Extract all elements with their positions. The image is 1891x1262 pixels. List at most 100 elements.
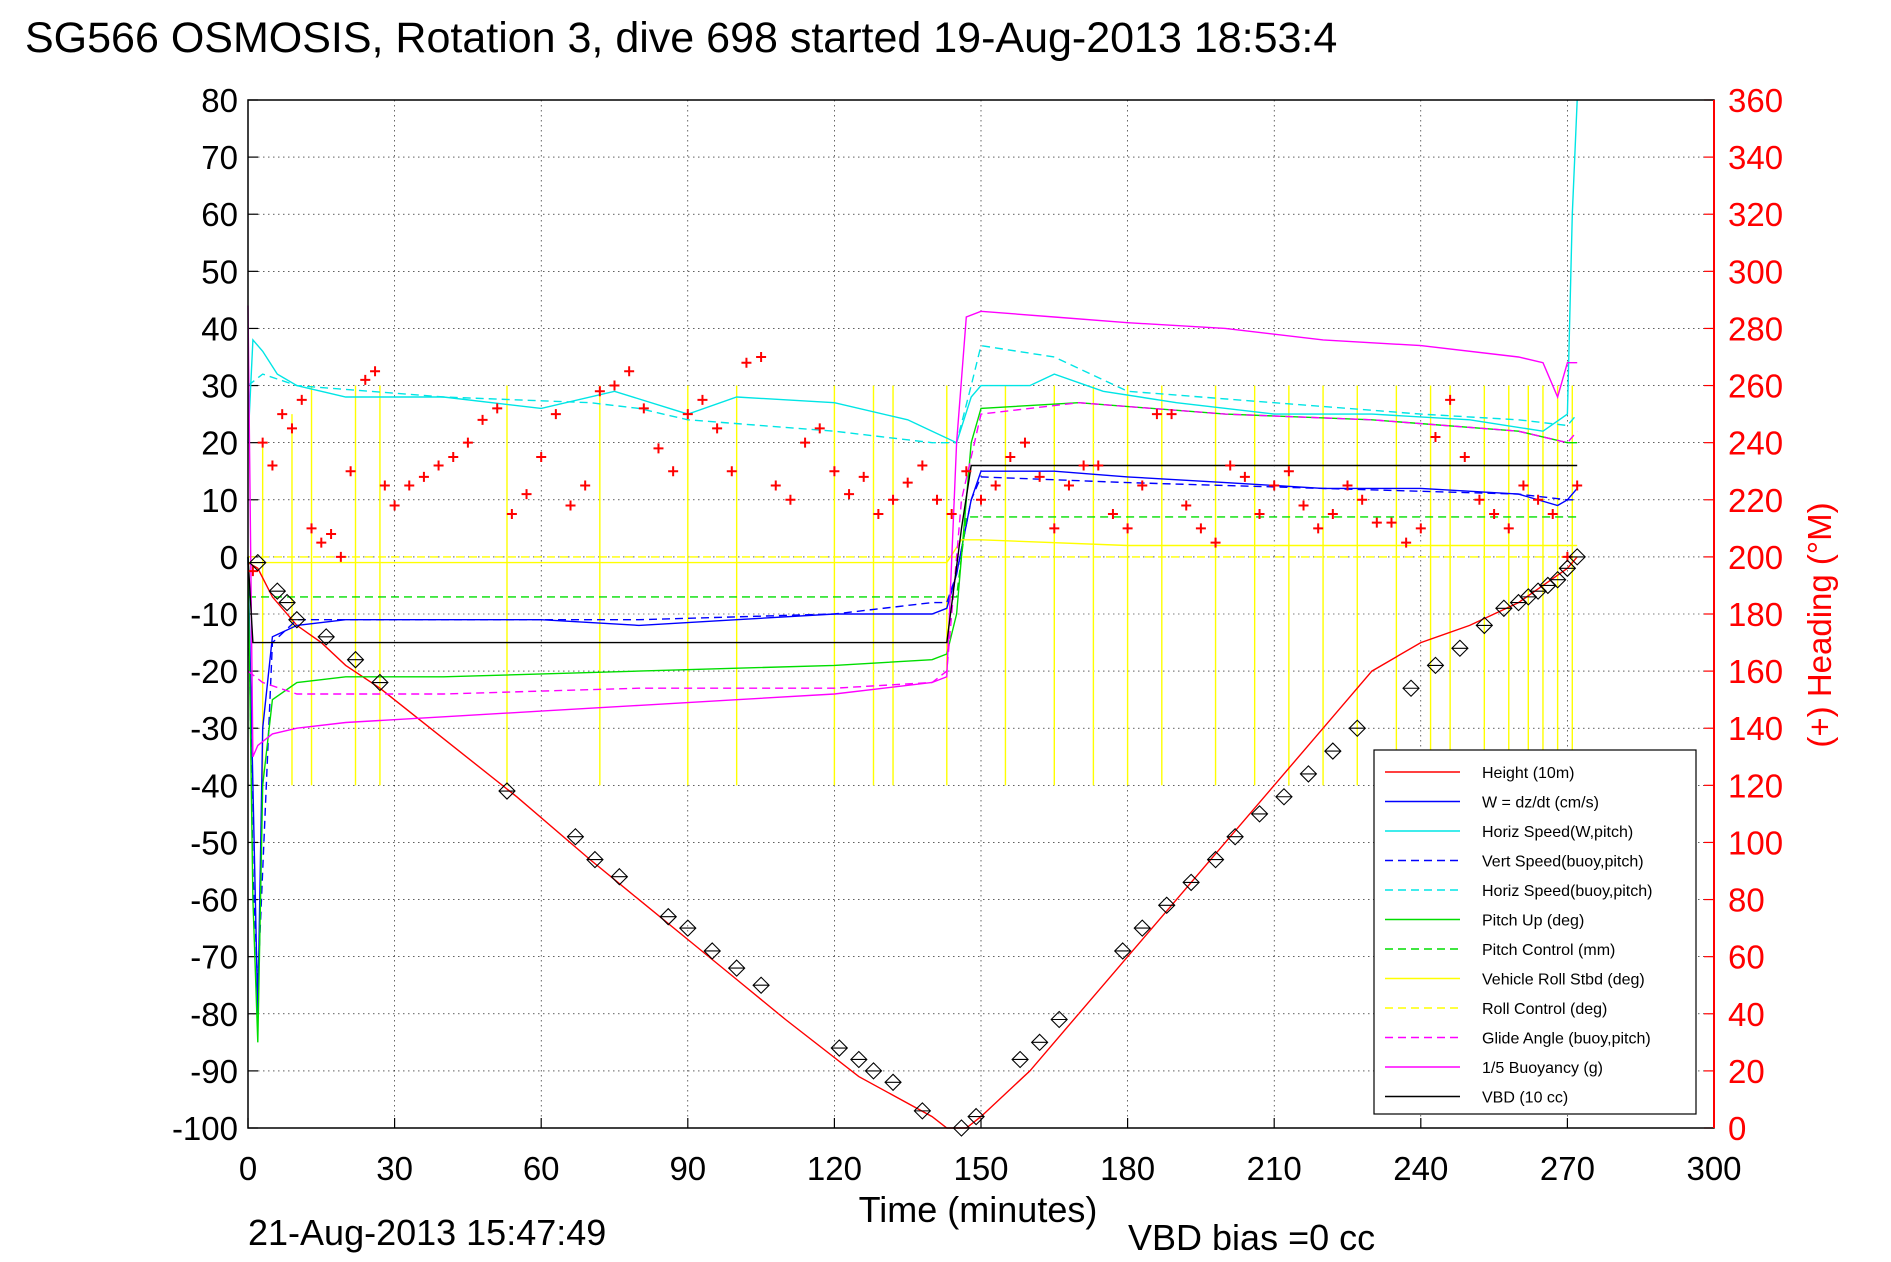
heading-point: [1137, 480, 1148, 491]
diamond-marker: [268, 582, 287, 600]
heading-point: [726, 466, 737, 477]
heading-point: [370, 366, 381, 377]
right-tick-label: 160: [1728, 653, 1783, 690]
x-tick-label: 180: [1100, 1150, 1155, 1187]
diamond-marker: [1299, 765, 1318, 783]
heading-point: [1269, 480, 1280, 491]
heading-point: [565, 500, 576, 511]
series-line-1-5-buoyancy-g: [247, 305, 1578, 758]
diamond-marker: [1206, 850, 1225, 869]
right-tick-label: 340: [1728, 139, 1783, 176]
y-tick-label: -60: [190, 882, 238, 919]
legend: Height (10m) W = dz/dt (cm/s) Horiz Speed(…: [1373, 749, 1697, 1115]
x-tick-label: 0: [239, 1150, 257, 1187]
heading-point: [902, 477, 913, 488]
diamond-marker: [1324, 742, 1342, 760]
heading-point: [1489, 509, 1500, 520]
heading-point: [785, 494, 796, 505]
heading-point: [990, 480, 1001, 491]
diamond-marker: [1548, 570, 1567, 589]
heading-point: [379, 480, 390, 491]
diamond-marker: [1182, 873, 1200, 892]
legend-label: VBD (10 cc): [1482, 1090, 1568, 1107]
diamond-marker: [1426, 656, 1445, 675]
x-tick-label: 30: [376, 1150, 413, 1187]
diamond-marker: [371, 673, 389, 692]
heading-point: [1371, 517, 1382, 528]
legend-label: Horiz Speed(W,pitch): [1482, 824, 1633, 841]
right-tick-label: 20: [1728, 1053, 1765, 1090]
y-tick-label: 60: [201, 196, 238, 233]
diamond-marker: [1113, 942, 1132, 960]
heading-point: [594, 386, 605, 397]
heading-point: [1572, 480, 1583, 491]
right-tick-label: 0: [1728, 1110, 1746, 1147]
heading-point: [800, 437, 811, 448]
heading-point: [1342, 480, 1353, 491]
heading-point: [1005, 451, 1016, 462]
legend-box: [1373, 749, 1697, 1115]
heading-point: [609, 380, 620, 391]
series-line-vbd-10-cc: [247, 464, 1578, 644]
heading-point: [506, 509, 517, 520]
legend-label: Horiz Speed(buoy,pitch): [1482, 883, 1652, 900]
x-tick-label: 60: [523, 1150, 560, 1187]
heading-point: [1503, 523, 1514, 534]
heading-point: [492, 403, 503, 414]
heading-point: [345, 466, 356, 477]
legend-label: Pitch Control (mm): [1482, 942, 1615, 959]
heading-point: [668, 466, 679, 477]
heading-point: [961, 466, 972, 477]
diamond-marker: [967, 1107, 985, 1126]
heading-point: [1034, 471, 1045, 482]
x-tick-label: 300: [1686, 1150, 1741, 1187]
diamond-marker: [830, 1039, 849, 1057]
heading-point: [697, 394, 708, 405]
y-tick-label: 80: [201, 82, 238, 119]
heading-point: [1093, 460, 1104, 471]
right-tick-label: 300: [1728, 253, 1783, 290]
diamond-marker: [1050, 1010, 1068, 1029]
heading-point: [1474, 494, 1485, 505]
heading-point: [360, 374, 371, 385]
heading-point: [1386, 517, 1397, 528]
right-tick-label: 220: [1728, 482, 1783, 519]
heading-point: [1254, 509, 1265, 520]
series-line-pitch-up-deg: [247, 401, 1578, 1043]
heading-point: [638, 403, 649, 414]
heading-point: [335, 551, 346, 562]
heading-point: [756, 352, 767, 362]
heading-point: [247, 566, 258, 577]
heading-point: [888, 494, 899, 505]
heading-point: [1298, 500, 1309, 511]
right-tick-label: 260: [1728, 368, 1783, 405]
heading-point: [770, 480, 781, 491]
right-tick-label: 180: [1728, 596, 1783, 633]
series-line-pitch-control-mm: [248, 516, 1578, 598]
diamond-marker: [586, 850, 604, 869]
legend-label: Glide Angle (buoy,pitch): [1482, 1031, 1651, 1048]
heading-point: [653, 443, 664, 454]
y-tick-label: 10: [201, 482, 238, 519]
diamond-marker: [317, 628, 335, 646]
diamond-marker: [566, 827, 585, 846]
diamond-marker: [1275, 787, 1293, 806]
heading-point: [624, 366, 635, 377]
y-tick-label: -40: [190, 767, 238, 804]
diamond-marker: [850, 1050, 868, 1069]
heading-point: [1401, 537, 1412, 548]
heading-point: [1049, 523, 1060, 534]
heading-point: [267, 460, 278, 471]
heading-point: [1533, 494, 1544, 505]
diamond-marker: [248, 553, 267, 572]
y-tick-label: 50: [201, 253, 238, 290]
heading-point: [550, 409, 561, 420]
heading-point: [477, 414, 488, 425]
diamond-marker: [752, 976, 770, 994]
heading-point: [1078, 460, 1089, 471]
y-tick-label: -50: [190, 824, 238, 861]
x-axis-label: Time (minutes): [859, 1189, 1098, 1230]
heading-point: [536, 451, 547, 462]
heading-point: [844, 489, 855, 500]
